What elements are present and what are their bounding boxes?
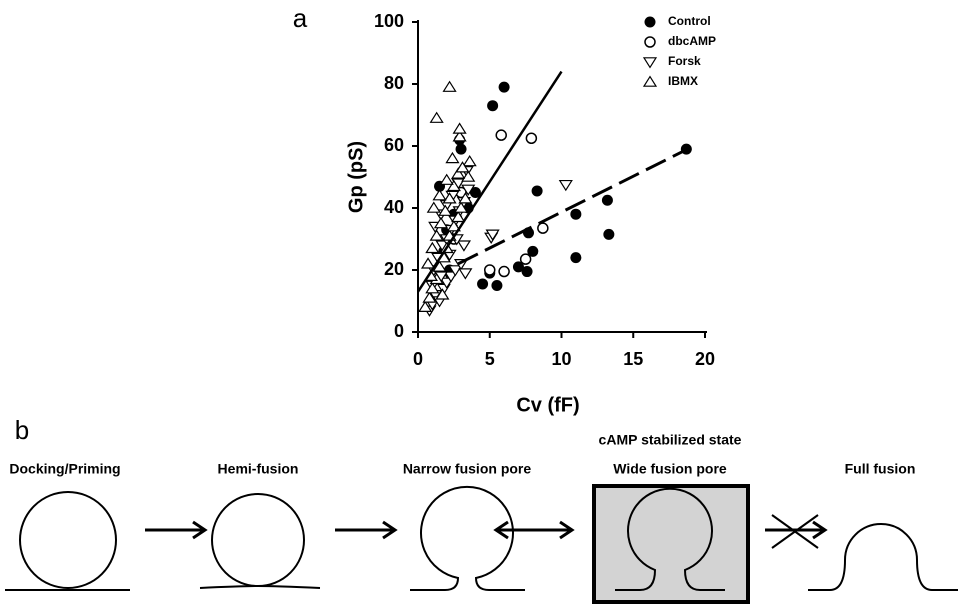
point <box>491 280 503 291</box>
point <box>487 100 499 112</box>
fit-line <box>416 70 563 293</box>
legend-label: Forsk <box>668 54 701 68</box>
node-label: Wide fusion pore <box>613 461 727 477</box>
panel-label: b <box>15 415 29 445</box>
point <box>485 229 500 241</box>
point <box>439 173 454 185</box>
x-tick-label: 0 <box>413 349 423 369</box>
legend-label: Control <box>668 14 711 28</box>
point <box>519 253 532 265</box>
point <box>456 240 472 252</box>
x-tick-label: 5 <box>485 349 495 369</box>
point <box>558 179 573 192</box>
point <box>527 245 539 257</box>
point <box>537 222 549 234</box>
annotation: cAMP stabilized state <box>599 432 742 448</box>
point <box>432 189 447 201</box>
point <box>498 265 510 278</box>
point <box>422 291 437 303</box>
point <box>512 261 524 273</box>
point <box>461 170 476 182</box>
point <box>451 167 466 179</box>
y-axis-label: Gp (pS) <box>345 141 367 213</box>
point <box>495 129 507 141</box>
point <box>426 201 441 213</box>
point <box>531 185 543 197</box>
point <box>425 241 440 254</box>
x-tick-label: 15 <box>623 349 643 369</box>
y-tick-label: 80 <box>384 73 404 93</box>
point <box>451 210 466 223</box>
legend-marker <box>644 16 656 28</box>
point <box>455 143 467 155</box>
point <box>442 80 457 92</box>
arrows <box>145 514 828 549</box>
y-tick-label: 20 <box>384 259 404 279</box>
vesicle-shapes <box>5 485 958 591</box>
point <box>420 257 436 269</box>
point <box>432 260 447 272</box>
point <box>458 268 473 280</box>
point <box>525 132 538 144</box>
point <box>446 220 461 232</box>
x-axis-label: Cv (fF) <box>516 394 579 416</box>
node-label: Narrow fusion pore <box>403 461 532 477</box>
point <box>418 300 433 312</box>
fit-line <box>457 146 692 266</box>
y-tick-label: 0 <box>394 321 404 341</box>
point <box>570 252 582 264</box>
point <box>448 265 463 277</box>
legend-label: dbcAMP <box>668 34 716 48</box>
point <box>521 266 533 278</box>
point <box>442 192 457 204</box>
legend-marker <box>642 75 658 87</box>
x-tick-label: 20 <box>695 349 715 369</box>
panel-label: a <box>293 3 308 33</box>
point <box>446 179 461 192</box>
legend-label: IBMX <box>668 74 698 88</box>
point <box>570 208 582 220</box>
point <box>452 130 467 142</box>
point <box>429 229 444 241</box>
point <box>498 81 510 93</box>
point <box>484 264 496 276</box>
point <box>435 288 450 300</box>
point <box>461 184 476 196</box>
y-tick-label: 40 <box>384 197 404 217</box>
point <box>455 161 470 173</box>
node-label: Hemi-fusion <box>218 461 299 477</box>
highlight-box <box>592 484 750 604</box>
point <box>452 122 467 134</box>
point <box>445 151 460 164</box>
point <box>453 201 469 213</box>
point <box>438 204 453 216</box>
point <box>433 216 449 229</box>
point <box>601 194 613 206</box>
point <box>477 278 489 290</box>
node-label: Full fusion <box>845 461 916 477</box>
point <box>425 282 440 294</box>
x-tick-label: 10 <box>551 349 571 369</box>
point <box>603 228 615 240</box>
node-label: Docking/Priming <box>9 461 120 477</box>
y-tick-label: 60 <box>384 135 404 155</box>
legend-marker <box>644 36 656 48</box>
point <box>462 154 477 167</box>
point <box>469 187 481 198</box>
point <box>458 192 473 204</box>
point <box>429 111 444 123</box>
y-tick-label: 100 <box>374 11 404 31</box>
legend-marker <box>642 57 658 69</box>
